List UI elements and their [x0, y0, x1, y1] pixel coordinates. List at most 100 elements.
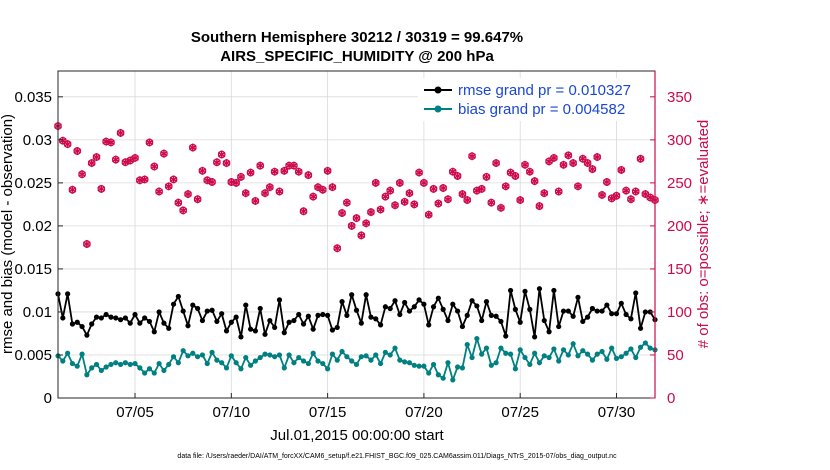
- bias-point: [204, 360, 210, 367]
- obs-evaluated-point: [318, 185, 327, 194]
- obs-evaluated-point: [116, 128, 125, 137]
- bias-point: [170, 354, 177, 360]
- obs-evaluated-point: [160, 149, 168, 158]
- obs-evaluated-point: [564, 151, 573, 160]
- rmse-point: [252, 328, 258, 334]
- obs-evaluated-point: [578, 154, 587, 163]
- obs-evaluated-point: [294, 167, 303, 176]
- rmse-point: [459, 323, 466, 330]
- obs-evaluated-point: [593, 153, 602, 162]
- bias-point: [79, 351, 85, 357]
- rmse-point: [580, 318, 586, 325]
- rmse-point: [190, 302, 196, 308]
- bias-point: [214, 357, 220, 363]
- obs-evaluated-point: [256, 161, 265, 170]
- y-tick-label: 0.015: [14, 261, 52, 278]
- bias-point: [228, 353, 234, 359]
- bias-point: [570, 341, 576, 347]
- bias-point: [329, 351, 336, 357]
- axes: 07/05 07/10 07/15 07/20 07/25 07/30 0 0.005 0.01…: [14, 89, 692, 421]
- obs-evaluated-point: [434, 199, 443, 208]
- obs-evaluated-point: [145, 138, 154, 147]
- bias-point: [142, 370, 148, 376]
- obs-evaluated-point: [530, 177, 539, 186]
- bias-point: [503, 350, 509, 356]
- obs-evaluated-point: [381, 192, 390, 201]
- bias-point: [175, 360, 181, 366]
- obs-evaluated-point: [487, 198, 496, 207]
- obs-evaluated-point: [540, 189, 549, 198]
- bias-point: [387, 352, 393, 358]
- bias-point: [151, 370, 157, 376]
- y-tick-label: 0.035: [14, 89, 52, 106]
- rmse-point: [387, 305, 393, 312]
- obs-evaluated-point: [208, 178, 216, 187]
- obs-evaluated-point: [603, 178, 611, 187]
- obs-evaluated-point: [97, 184, 106, 193]
- rmse-point: [430, 304, 437, 310]
- rmse-point: [353, 307, 360, 313]
- obs-evaluated-point: [453, 171, 462, 180]
- rmse-point: [527, 306, 533, 312]
- obs-evaluated-point: [343, 198, 351, 207]
- obs-evaluated-point: [463, 196, 472, 205]
- rmse-point: [455, 308, 461, 314]
- bias-point: [60, 358, 66, 364]
- rmse-point: [276, 297, 283, 303]
- rmse-point: [546, 329, 552, 335]
- obs-evaluated-point: [521, 160, 529, 169]
- bias-point: [575, 353, 581, 359]
- rmse-point: [493, 313, 499, 319]
- bias-point: [469, 354, 475, 361]
- obs-evaluated-point: [213, 158, 221, 167]
- obs-evaluated-point: [569, 159, 577, 168]
- obs-evaluated-point: [83, 239, 91, 248]
- obs-evaluated-point: [395, 178, 404, 187]
- obs-evaluated-point: [78, 170, 86, 179]
- rmse-point: [411, 304, 417, 310]
- obs-evaluated-point: [631, 187, 640, 196]
- rmse-point: [243, 302, 249, 308]
- rmse-point: [214, 318, 220, 325]
- rmse-point: [406, 308, 413, 314]
- y-tick-label: 0.01: [23, 304, 52, 321]
- bias-point: [628, 346, 634, 352]
- bias-point: [320, 360, 326, 367]
- rmse-point: [60, 315, 66, 321]
- rmse-point: [223, 328, 230, 334]
- rmse-point: [575, 294, 581, 300]
- bias-point: [373, 352, 379, 358]
- bias-point: [89, 365, 95, 371]
- bias-point: [325, 366, 331, 372]
- rmse-point: [151, 329, 157, 335]
- rmse-point: [137, 320, 143, 326]
- bias-point: [507, 351, 514, 357]
- rmse-point: [262, 331, 268, 337]
- bias-point: [291, 360, 297, 366]
- y-tick-label: 0.005: [14, 347, 52, 364]
- bias-point: [411, 362, 417, 368]
- bias-point: [300, 358, 307, 364]
- obs-evaluated-point: [376, 205, 385, 214]
- obs-evaluated-point: [179, 206, 188, 215]
- obs-evaluated-point: [309, 192, 318, 201]
- obs-evaluated-point: [420, 178, 428, 187]
- obs-evaluated-point: [492, 159, 500, 168]
- obs-evaluated-point: [627, 195, 635, 204]
- obs-evaluated-point: [583, 159, 592, 168]
- x-tick-label: 07/10: [213, 404, 251, 421]
- bias-point: [382, 349, 388, 355]
- obs-evaluated-point: [155, 187, 163, 196]
- obs-evaluated-point: [169, 175, 178, 184]
- bias-point: [108, 361, 114, 368]
- bias-point: [527, 361, 533, 368]
- bias-point: [455, 364, 461, 370]
- rmse-point: [219, 311, 225, 317]
- bias-point: [262, 351, 268, 357]
- rmse-point: [180, 308, 186, 314]
- rmse-point: [300, 321, 307, 327]
- obs-evaluated-point: [280, 166, 289, 175]
- rmse-point: [512, 306, 518, 312]
- bias-point: [267, 352, 273, 358]
- bias-point: [281, 365, 287, 371]
